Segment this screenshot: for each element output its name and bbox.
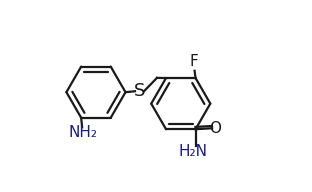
Text: S: S bbox=[134, 82, 145, 100]
Text: O: O bbox=[210, 121, 222, 136]
Text: NH₂: NH₂ bbox=[69, 125, 98, 140]
Text: H₂N: H₂N bbox=[178, 144, 207, 159]
Text: F: F bbox=[189, 54, 198, 69]
